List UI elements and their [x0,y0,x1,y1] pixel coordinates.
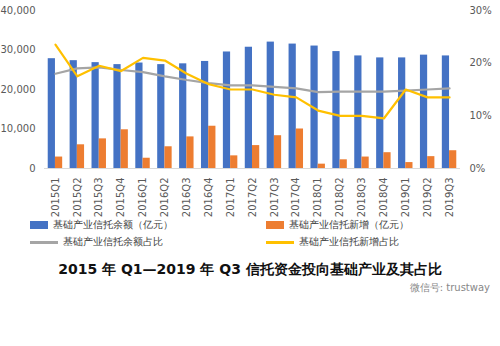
svg-text:2015Q2: 2015Q2 [72,178,83,218]
svg-text:40,000: 40,000 [1,5,36,16]
html-text:2015 年 Q1—2019 年 Q3 信托资金投向基础产业: 2015 年 Q1—2019 年 Q3 信托资金投向基础产业及其占比 [58,261,442,277]
html-text:基础产业信托余额（亿元）: 基础产业信托余额（亿元） [53,219,173,230]
svg-text:2018Q4: 2018Q4 [378,178,389,218]
svg-text:2017Q2: 2017Q2 [247,178,258,218]
svg-text:0%: 0% [470,163,486,174]
svg-text:2017Q1: 2017Q1 [225,178,236,218]
svg-text:20,000: 20,000 [1,84,36,95]
svg-text:2019Q3: 2019Q3 [444,178,455,218]
html-text:基础产业信托余额占比: 基础产业信托余额占比 [63,236,163,247]
svg-text:2018Q3: 2018Q3 [356,178,367,218]
svg-text:20%: 20% [470,57,492,68]
html-text:微信号: trustway: 微信号: trustway [409,282,490,293]
svg-text:10,000: 10,000 [1,123,36,134]
svg-text:2016Q4: 2016Q4 [203,178,214,218]
svg-text:2016Q2: 2016Q2 [159,178,170,218]
svg-text:30%: 30% [470,5,492,16]
svg-text:2018Q2: 2018Q2 [334,178,345,218]
svg-text:2015Q4: 2015Q4 [115,178,126,218]
svg-text:2019Q2: 2019Q2 [422,178,433,218]
svg-text:2015Q1: 2015Q1 [50,178,61,218]
svg-text:2016Q1: 2016Q1 [137,178,148,218]
svg-text:30,000: 30,000 [1,44,36,55]
svg-text:0: 0 [29,163,35,174]
svg-text:2017Q3: 2017Q3 [269,178,280,218]
svg-text:2015Q3: 2015Q3 [93,178,104,218]
html-text:基础产业信托新增（亿元）: 基础产业信托新增（亿元） [289,219,409,230]
svg-text:2019Q1: 2019Q1 [400,178,411,218]
svg-text:2016Q3: 2016Q3 [181,178,192,218]
svg-text:2017Q4: 2017Q4 [290,178,301,218]
svg-text:2018Q1: 2018Q1 [312,178,323,218]
svg-text:10%: 10% [470,110,492,121]
html-text:基础产业信托新增占比: 基础产业信托新增占比 [299,236,399,247]
